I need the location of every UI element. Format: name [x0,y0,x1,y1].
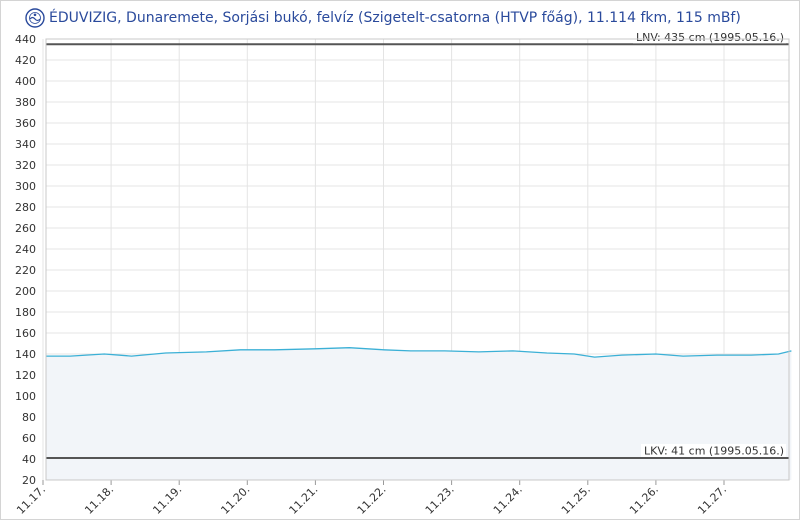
water-level-line [46,347,792,358]
y-tick-label: 360 [15,117,36,130]
y-axis: 20 40 60 80 100 120 140 160 180 200 220 240 260 280 30… [15,33,36,487]
x-tick-label: 11.19. [150,483,184,517]
x-tick-label: 11.25. [559,483,593,517]
y-tick-label: 40 [22,453,36,466]
chart-title: ÉDUVIZIG, Dunaremete, Sorjási bukó, felv… [49,10,741,26]
x-axis: 11.17. 11.18. 11.19. 11.20. 11.21. 11.22. 11.2… [14,480,729,517]
y-tick-label: 180 [15,306,36,319]
y-tick-label: 100 [15,390,36,403]
y-tick-label: 120 [15,369,36,382]
eduvizig-logo-icon [25,8,45,28]
x-tick-label: 11.22. [355,483,389,517]
reference-label-bg [641,443,786,457]
water-level-area [46,347,792,480]
x-tick-label: 11.26. [627,483,661,517]
y-tick-label: 60 [22,432,36,445]
x-tick-label: 11.24. [491,483,525,517]
x-tick-label: 11.17. [14,483,48,517]
y-tick-label: 140 [15,348,36,361]
reference-lines: LNV: 435 cm (1995.05.16.) LKV: 41 cm (199… [46,30,789,459]
y-tick-label: 440 [15,33,36,46]
y-tick-label: 20 [22,474,36,487]
y-tick-label: 240 [15,243,36,256]
x-tick-label: 11.23. [423,483,457,517]
y-tick-label: 400 [15,75,36,88]
reference-label: LNV: 435 cm (1995.05.16.) [636,31,784,44]
plot-border [45,38,790,481]
reference-label: LKV: 41 cm (1995.05.16.) [644,444,784,457]
y-tick-label: 80 [22,411,36,424]
y-tick-label: 160 [15,327,36,340]
y-tick-label: 300 [15,180,36,193]
reference-label-bg [632,30,786,44]
y-tick-label: 320 [15,159,36,172]
y-tick-label: 420 [15,54,36,67]
y-tick-label: 340 [15,138,36,151]
x-tick-label: 11.27. [695,483,729,517]
y-tick-label: 220 [15,264,36,277]
x-tick-label: 11.21. [287,483,321,517]
y-tick-label: 200 [15,285,36,298]
x-tick-label: 11.20. [218,483,252,517]
y-tick-label: 280 [15,201,36,214]
y-tick-label: 260 [15,222,36,235]
y-tick-label: 380 [15,96,36,109]
title-row: ÉDUVIZIG, Dunaremete, Sorjási bukó, felv… [0,8,741,28]
x-tick-label: 11.18. [82,483,116,517]
